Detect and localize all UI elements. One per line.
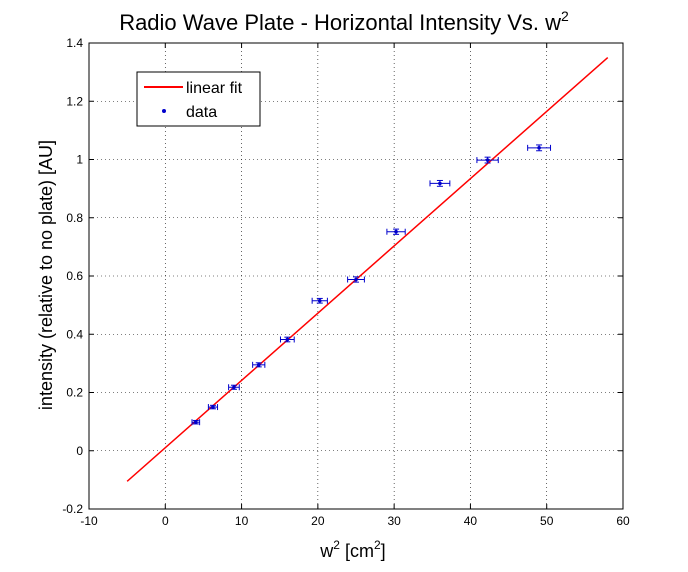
x-tick-label: 60 bbox=[616, 514, 630, 528]
legend-point-swatch bbox=[162, 109, 166, 113]
data-point bbox=[252, 361, 266, 368]
data-point bbox=[279, 336, 295, 343]
data-point bbox=[347, 276, 365, 283]
axis-ticks bbox=[88, 42, 624, 510]
x-tick-label: 30 bbox=[387, 514, 401, 528]
y-tick-label: 0.8 bbox=[66, 211, 83, 225]
y-tick-label: 1 bbox=[76, 153, 83, 167]
chart-title: Radio Wave Plate - Horizontal Intensity … bbox=[119, 8, 569, 35]
data-point bbox=[228, 384, 240, 391]
grid-lines bbox=[89, 43, 623, 509]
data-point bbox=[476, 156, 499, 164]
data-marker bbox=[485, 158, 490, 162]
x-tick-label: 10 bbox=[235, 514, 249, 528]
data-marker bbox=[354, 277, 358, 282]
data-marker bbox=[194, 420, 198, 425]
data-marker bbox=[317, 298, 322, 303]
legend: linear fit data bbox=[136, 71, 261, 127]
x-tick-label: 0 bbox=[162, 514, 169, 528]
data-point bbox=[429, 179, 451, 187]
y-tick-label: 0.6 bbox=[66, 269, 83, 283]
legend-label-data: data bbox=[186, 104, 217, 121]
data-marker bbox=[211, 405, 215, 409]
x-tick-label: 50 bbox=[540, 514, 554, 528]
data-marker bbox=[285, 337, 290, 342]
data-marker bbox=[394, 229, 398, 234]
x-axis-label: w2 [cm2] bbox=[319, 538, 385, 561]
y-axis-label: intensity (relative to no plate) [AU] bbox=[36, 140, 56, 410]
x-tick-label: 40 bbox=[464, 514, 478, 528]
legend-label-linear-fit: linear fit bbox=[186, 80, 243, 97]
data-point bbox=[311, 297, 328, 304]
series-layer bbox=[126, 56, 609, 482]
x-tick-label: 20 bbox=[311, 514, 325, 528]
data-point bbox=[207, 404, 219, 411]
y-tick-label: 0.2 bbox=[66, 386, 83, 400]
data-point bbox=[527, 144, 552, 152]
x-tick-labels: -10 0 10 20 30 40 50 60 bbox=[80, 514, 630, 528]
x-tick-label: -10 bbox=[80, 514, 98, 528]
data-point bbox=[386, 228, 406, 235]
y-tick-label: -0.2 bbox=[62, 502, 83, 516]
linear-fit-line bbox=[126, 56, 609, 482]
y-tick-label: 1.2 bbox=[66, 94, 83, 108]
y-tick-label: 1.4 bbox=[66, 36, 83, 50]
data-marker bbox=[537, 146, 541, 150]
y-tick-labels: -0.2 0 0.2 0.4 0.6 0.8 1 1.2 1.4 bbox=[62, 36, 83, 516]
y-tick-label: 0 bbox=[76, 444, 83, 458]
data-marker bbox=[256, 363, 261, 367]
y-tick-label: 0.4 bbox=[66, 327, 83, 341]
data-marker bbox=[438, 181, 442, 186]
legend-box bbox=[136, 71, 261, 127]
data-point bbox=[191, 419, 201, 426]
data-marker bbox=[232, 385, 236, 390]
